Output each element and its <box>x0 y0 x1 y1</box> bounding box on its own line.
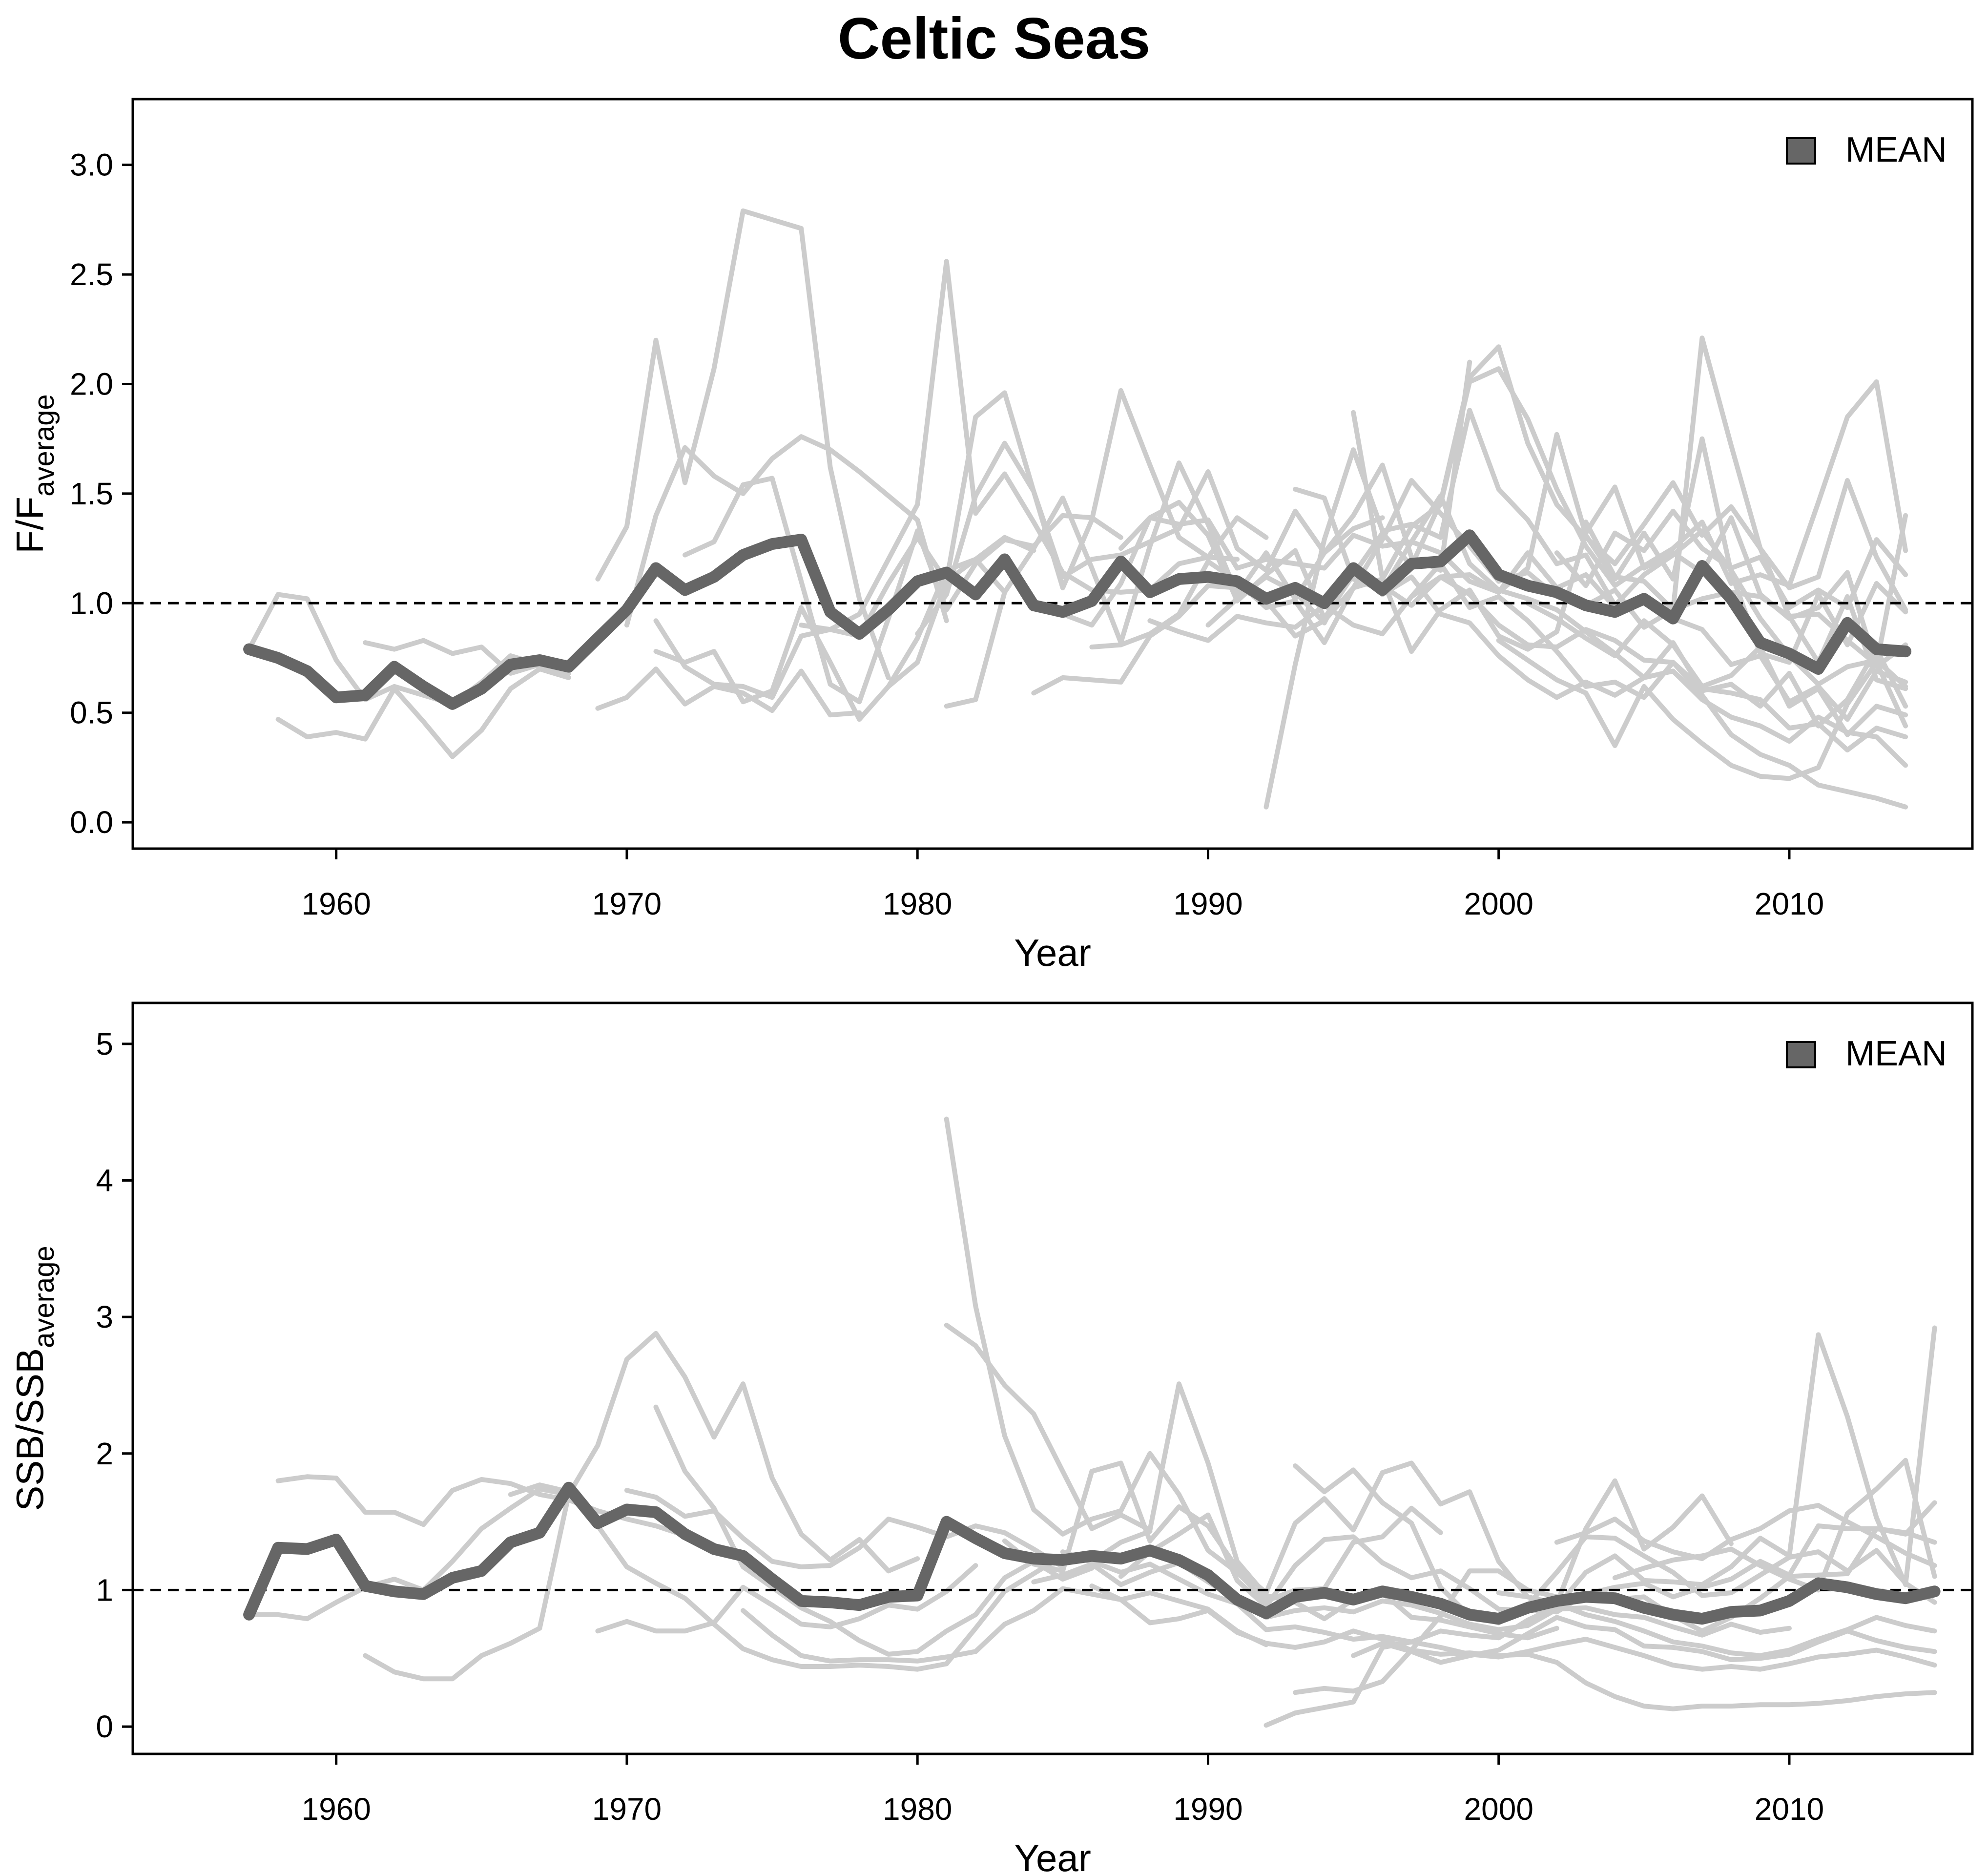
stock-series-line <box>247 1486 571 1622</box>
y-tick-label: 1 <box>96 1572 113 1607</box>
stock-series-line <box>1351 410 1908 669</box>
x-axis-title: Year <box>1014 1836 1091 1875</box>
stock-series-line <box>1409 561 1908 810</box>
y-tick-label: 0 <box>96 1709 113 1744</box>
x-tick-label: 2010 <box>1755 1792 1824 1827</box>
x-tick-label: 2000 <box>1464 1792 1533 1827</box>
stock-series-line <box>1263 1325 1937 1728</box>
stock-series-line <box>799 259 1240 632</box>
x-axis-title: Year <box>1014 931 1091 974</box>
legend-swatch <box>1786 137 1816 165</box>
chart-panel-2: 1960 1970 1980 1990 2000 2010 0 1 2 3 4 5 Year SSB/SS… <box>8 1001 1974 1875</box>
y-axis-title: F/Faverage <box>8 394 60 554</box>
legend-label: MEAN <box>1845 130 1947 169</box>
y-tick-label: 0.0 <box>70 805 113 840</box>
stock-series-line <box>595 1563 978 1634</box>
stock-series-line <box>1554 1503 1937 1568</box>
x-tick-label: 1980 <box>883 1792 952 1827</box>
y-tick-label: 2.5 <box>70 257 113 292</box>
y-tick-label: 1.0 <box>70 585 113 621</box>
y-axis-title-main: SSB/SSB <box>8 1348 51 1511</box>
plot-area <box>133 1116 1972 1728</box>
x-tick-label: 1990 <box>1173 1792 1242 1827</box>
x-tick-label: 2000 <box>1464 886 1533 921</box>
stock-series-line <box>624 434 949 628</box>
y-tick-label: 2.0 <box>70 366 113 401</box>
y-axis-title-subscript: average <box>28 394 60 497</box>
mean-series-line <box>243 529 1912 710</box>
x-tick-label: 1970 <box>592 1792 662 1827</box>
stock-series-line <box>1380 574 1908 768</box>
y-tick-label: 5 <box>96 1026 113 1062</box>
stock-series-line <box>1496 638 1908 781</box>
stock-series-line <box>944 1116 1443 1604</box>
stock-series-line <box>886 388 1269 689</box>
y-tick-label: 4 <box>96 1163 113 1198</box>
y-axis-title: SSB/SSBaverage <box>8 1246 60 1511</box>
stock-series-line <box>653 1404 1095 1657</box>
stock-series-line <box>1554 508 1908 610</box>
stock-series-line <box>1089 1583 1937 1711</box>
y-axis-title-subscript: average <box>28 1246 60 1348</box>
stock-series-line <box>595 667 862 718</box>
stock-series-line <box>741 1586 1269 1664</box>
stock-series-line <box>1612 1458 1937 1593</box>
figure-title: Celtic Seas <box>837 6 1151 71</box>
stock-series-line <box>247 592 571 707</box>
x-tick-label: 2010 <box>1755 886 1824 921</box>
plot-area <box>133 208 1972 810</box>
y-tick-label: 3 <box>96 1299 113 1334</box>
y-axis-title-main: F/F <box>8 497 51 554</box>
x-tick-label: 1960 <box>301 886 371 921</box>
x-tick-label: 1980 <box>883 886 952 921</box>
stock-series-line <box>653 535 1036 700</box>
stock-series-line <box>1118 493 1908 729</box>
y-tick-label: 3.0 <box>70 147 113 183</box>
stock-series-line <box>1583 513 1908 667</box>
y-tick-label: 2 <box>96 1436 113 1471</box>
chart-panel-1: 1960 1970 1980 1990 2000 2010 0.0 0.5 1.0 1.5 2.0 2… <box>8 98 1974 974</box>
stock-series-line <box>624 1488 1065 1569</box>
legend-swatch <box>1786 1041 1816 1068</box>
stock-series-line <box>915 440 1385 637</box>
x-tick-label: 1990 <box>1173 886 1242 921</box>
stock-series-line <box>1496 1590 1937 1658</box>
stock-series-line <box>595 208 891 680</box>
stock-series-line <box>363 1331 920 1682</box>
x-tick-label: 1960 <box>301 1792 371 1827</box>
legend-label: MEAN <box>1845 1034 1947 1073</box>
stock-series-line <box>363 638 542 676</box>
mean-series-line <box>243 1481 1941 1625</box>
stock-series-line <box>1147 574 1908 752</box>
y-tick-label: 1.5 <box>70 476 113 511</box>
stock-series-line <box>1002 1460 1734 1606</box>
y-tick-label: 0.5 <box>70 695 113 730</box>
plot-frame <box>131 1001 1974 1755</box>
stock-series-line <box>1525 601 1908 737</box>
x-tick-label: 1970 <box>592 886 662 921</box>
plot-frame <box>131 98 1974 850</box>
stock-series-line <box>275 667 571 759</box>
